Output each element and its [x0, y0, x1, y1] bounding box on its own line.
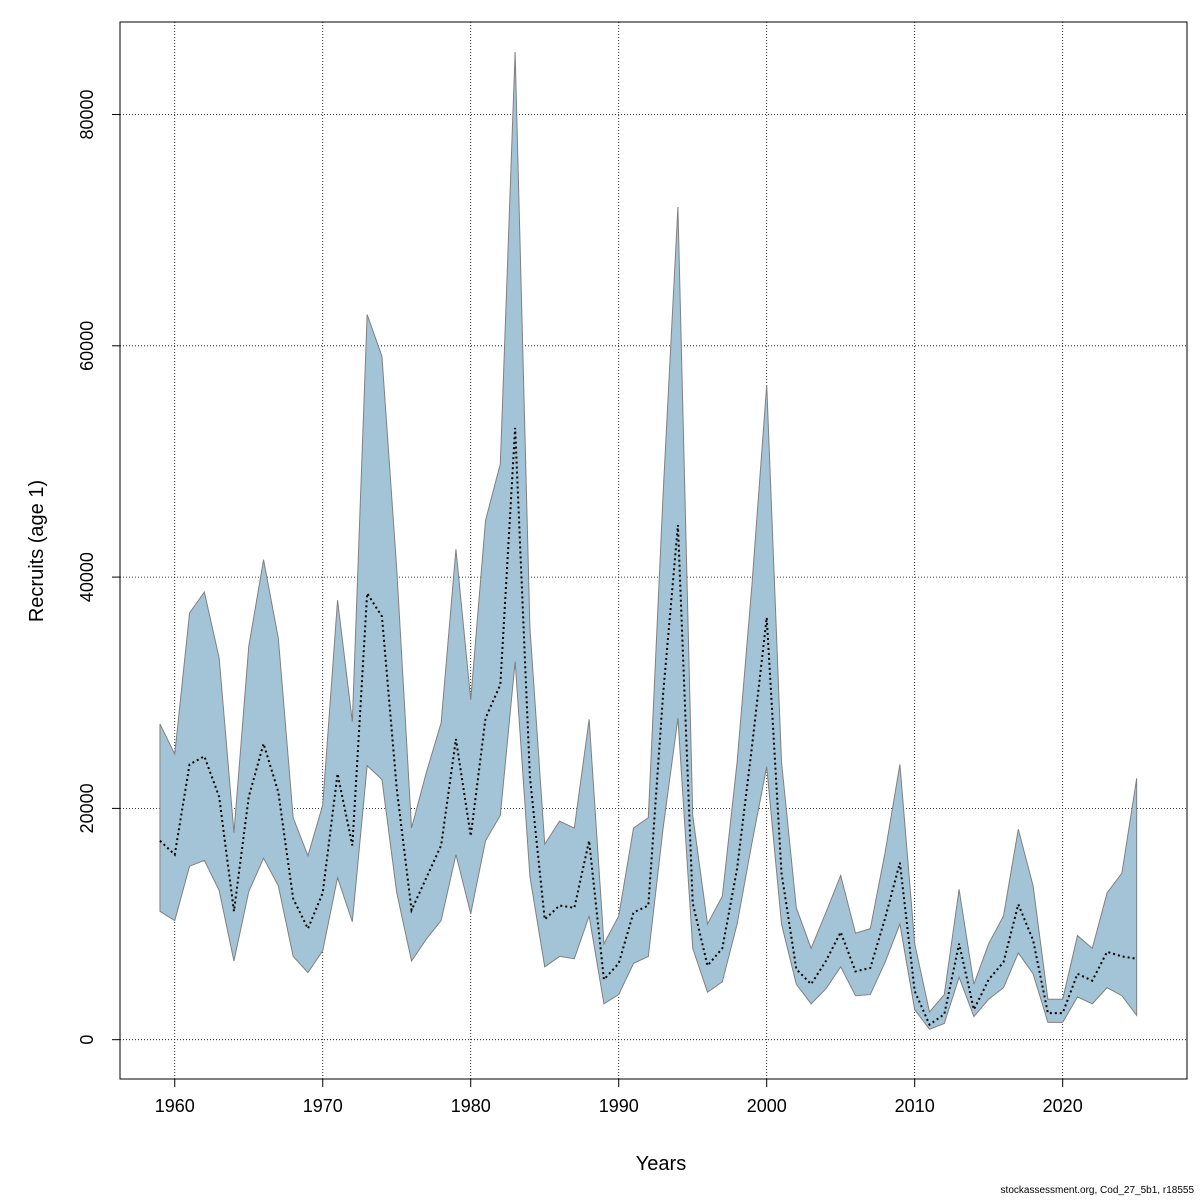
x-axis-label: Years — [636, 1153, 686, 1175]
footer-credit: stockassessment.org, Cod_27_5b1, r18555 — [1000, 1185, 1194, 1196]
x-tick-label: 2000 — [747, 1096, 787, 1116]
x-tick-label: 1970 — [303, 1096, 343, 1116]
y-axis-label: Recruits (age 1) — [26, 480, 48, 622]
x-tick-label: 2010 — [895, 1096, 935, 1116]
plot-area — [159, 52, 1138, 1030]
axes: 1960 1970 1980 1990 2000 2010 2020 0 20000 40000 6… — [77, 21, 1188, 1116]
x-tick-label: 1990 — [599, 1096, 639, 1116]
y-tick-label: 40000 — [77, 552, 97, 602]
x-tick-label: 1980 — [451, 1096, 491, 1116]
y-tick-label: 80000 — [77, 89, 97, 139]
x-tick-label: 2020 — [1043, 1096, 1083, 1116]
y-tick-label: 0 — [77, 1035, 97, 1045]
y-tick-label: 60000 — [77, 321, 97, 371]
confidence-band — [159, 52, 1138, 1030]
y-tick-label: 20000 — [77, 783, 97, 833]
x-tick-label: 1960 — [155, 1096, 195, 1116]
grid — [120, 22, 1187, 1079]
